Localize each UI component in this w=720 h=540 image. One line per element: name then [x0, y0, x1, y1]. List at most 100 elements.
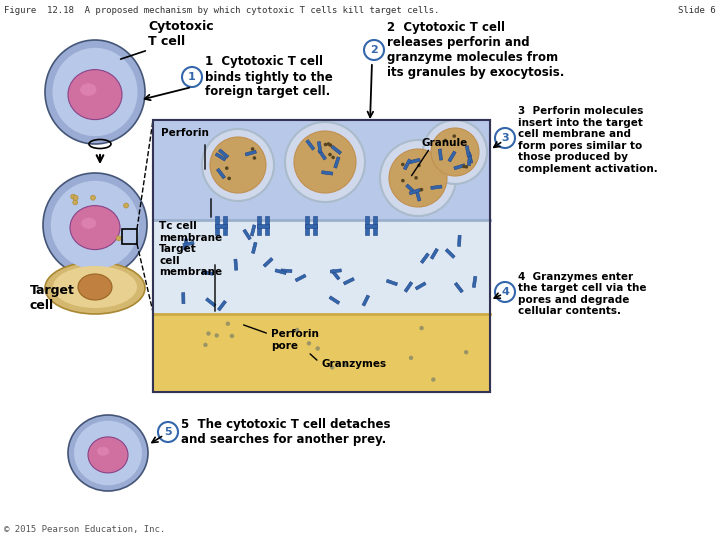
Polygon shape	[234, 259, 238, 271]
Text: 3: 3	[501, 133, 509, 143]
Polygon shape	[313, 216, 317, 235]
Circle shape	[116, 236, 121, 241]
Polygon shape	[329, 296, 340, 305]
Text: Granzymes: Granzymes	[321, 359, 386, 369]
Polygon shape	[403, 159, 411, 170]
Polygon shape	[334, 157, 340, 168]
Polygon shape	[205, 298, 216, 307]
Polygon shape	[215, 216, 219, 235]
Polygon shape	[448, 151, 456, 162]
Circle shape	[389, 149, 447, 207]
Polygon shape	[386, 279, 397, 286]
Polygon shape	[251, 242, 257, 254]
Polygon shape	[438, 149, 443, 160]
Polygon shape	[218, 149, 229, 158]
Text: Granule: Granule	[422, 138, 468, 148]
Circle shape	[295, 328, 300, 332]
Circle shape	[210, 137, 266, 193]
Circle shape	[203, 343, 207, 347]
FancyBboxPatch shape	[153, 314, 490, 392]
Polygon shape	[373, 216, 377, 235]
Polygon shape	[467, 152, 473, 164]
Polygon shape	[454, 282, 464, 293]
Polygon shape	[415, 190, 421, 201]
Ellipse shape	[97, 447, 109, 456]
Polygon shape	[467, 154, 472, 166]
Polygon shape	[331, 145, 341, 154]
Circle shape	[420, 188, 423, 191]
Circle shape	[285, 122, 365, 202]
Polygon shape	[420, 253, 429, 264]
Text: Cytotoxic
T cell: Cytotoxic T cell	[148, 20, 214, 48]
Polygon shape	[415, 282, 426, 290]
Text: 5: 5	[164, 427, 172, 437]
Polygon shape	[431, 248, 438, 259]
FancyBboxPatch shape	[153, 120, 490, 392]
Circle shape	[73, 195, 78, 200]
Ellipse shape	[81, 218, 96, 229]
Text: 1: 1	[188, 72, 196, 82]
Text: Tᴄ cell
membrane: Tᴄ cell membrane	[159, 221, 222, 243]
FancyBboxPatch shape	[153, 220, 490, 320]
Circle shape	[380, 140, 456, 216]
Polygon shape	[465, 146, 470, 157]
Circle shape	[444, 139, 447, 142]
Polygon shape	[409, 158, 420, 164]
Polygon shape	[306, 140, 315, 150]
Text: Target
cell
membrane: Target cell membrane	[159, 244, 222, 277]
Polygon shape	[243, 229, 251, 240]
Text: 2  Cytotoxic T cell
releases perforin and
granzyme molecules from
its granules b: 2 Cytotoxic T cell releases perforin and…	[387, 21, 564, 79]
Circle shape	[324, 143, 328, 146]
Circle shape	[364, 40, 384, 60]
Circle shape	[423, 120, 487, 184]
Circle shape	[251, 147, 254, 151]
Circle shape	[401, 163, 405, 166]
Circle shape	[464, 165, 468, 168]
Circle shape	[230, 334, 234, 338]
Text: 3  Perforin molecules
insert into the target
cell membrane and
form pores simila: 3 Perforin molecules insert into the tar…	[518, 106, 658, 174]
Ellipse shape	[51, 181, 139, 269]
Circle shape	[206, 332, 211, 336]
Circle shape	[182, 67, 202, 87]
Polygon shape	[295, 274, 306, 282]
Circle shape	[417, 164, 420, 167]
Polygon shape	[305, 224, 317, 228]
Circle shape	[225, 321, 230, 326]
Text: 1  Cytotoxic T cell
binds tightly to the
foreign target cell.: 1 Cytotoxic T cell binds tightly to the …	[205, 56, 333, 98]
Circle shape	[225, 166, 228, 170]
Polygon shape	[343, 278, 354, 285]
Ellipse shape	[68, 70, 122, 119]
Circle shape	[294, 131, 356, 193]
Ellipse shape	[43, 173, 147, 277]
Polygon shape	[223, 216, 227, 235]
Polygon shape	[404, 281, 413, 292]
Text: Slide 6: Slide 6	[678, 6, 716, 15]
Polygon shape	[202, 271, 213, 275]
Text: © 2015 Pearson Education, Inc.: © 2015 Pearson Education, Inc.	[4, 525, 166, 534]
Ellipse shape	[53, 48, 138, 136]
Polygon shape	[181, 293, 185, 303]
Polygon shape	[184, 239, 188, 250]
Circle shape	[91, 195, 96, 200]
Circle shape	[431, 128, 479, 176]
FancyBboxPatch shape	[153, 120, 490, 225]
Circle shape	[328, 153, 332, 157]
Polygon shape	[365, 224, 377, 228]
Text: 4  Granzymes enter
the target cell via the
pores and degrade
cellular contents.: 4 Granzymes enter the target cell via th…	[518, 272, 647, 316]
Text: Figure  12.18  A proposed mechanism by which cytotoxic T cells kill target cells: Figure 12.18 A proposed mechanism by whi…	[4, 6, 439, 15]
Polygon shape	[257, 216, 261, 235]
Circle shape	[452, 134, 456, 138]
Circle shape	[71, 194, 76, 199]
Circle shape	[124, 203, 129, 208]
Polygon shape	[215, 224, 227, 228]
Text: 5  The cytotoxic T cell detaches
and searches for another prey.: 5 The cytotoxic T cell detaches and sear…	[181, 418, 390, 446]
Circle shape	[327, 142, 330, 146]
Polygon shape	[318, 149, 326, 160]
Circle shape	[401, 179, 405, 183]
Polygon shape	[217, 300, 227, 311]
Polygon shape	[445, 248, 455, 259]
Circle shape	[315, 346, 320, 350]
Polygon shape	[251, 225, 256, 236]
Circle shape	[414, 176, 418, 180]
Polygon shape	[263, 258, 273, 267]
